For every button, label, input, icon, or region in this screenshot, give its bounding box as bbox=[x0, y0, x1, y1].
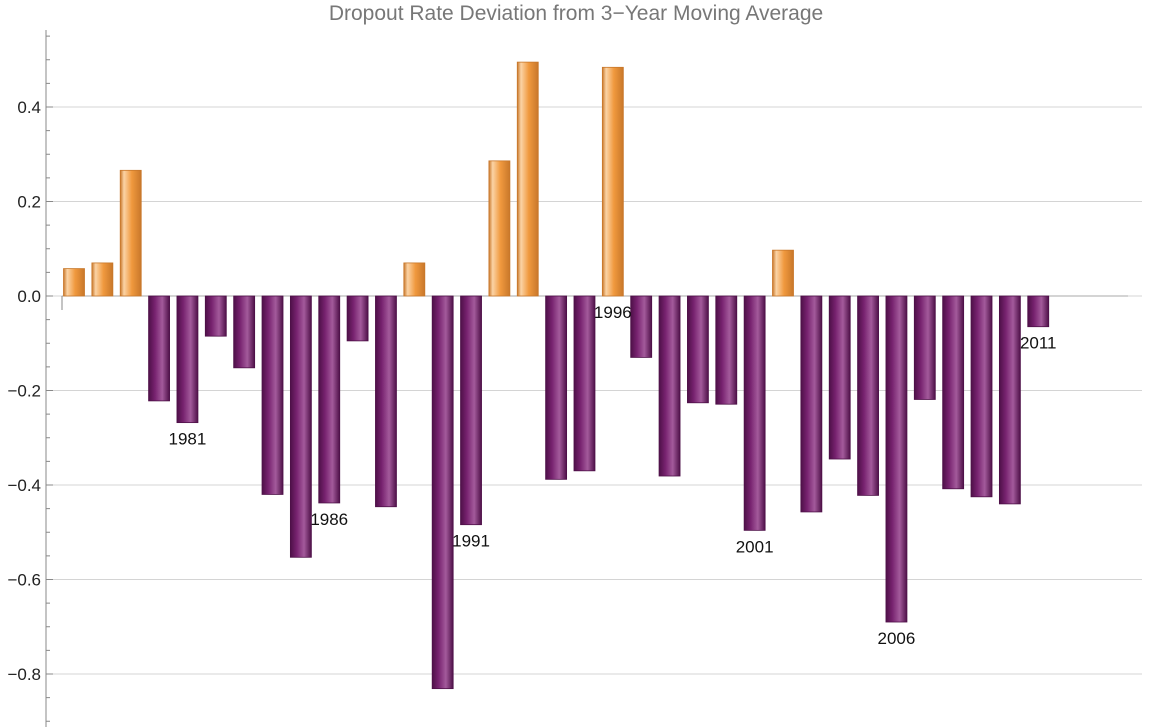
bar-negative bbox=[658, 295, 681, 477]
bar-positive bbox=[601, 66, 624, 297]
bar-negative bbox=[913, 295, 936, 400]
bar-negative bbox=[460, 295, 482, 526]
bar-negative bbox=[998, 295, 1021, 505]
y-tick-label: 0.0 bbox=[17, 287, 41, 306]
bar-negative bbox=[573, 295, 596, 472]
y-tick-label: −0.2 bbox=[7, 382, 41, 401]
bar-negative bbox=[148, 295, 170, 402]
bar-positive bbox=[63, 268, 85, 297]
year-label: 1996 bbox=[594, 303, 632, 322]
bar-positive bbox=[488, 160, 511, 297]
bar-negative bbox=[743, 295, 766, 531]
bar-negative bbox=[375, 295, 397, 508]
bar-negative bbox=[857, 295, 879, 496]
year-label: 1981 bbox=[169, 430, 207, 449]
bar-negative bbox=[1027, 295, 1050, 328]
year-label: 1991 bbox=[452, 532, 490, 551]
y-tick-label: −0.8 bbox=[7, 665, 41, 684]
bars bbox=[63, 61, 1050, 690]
bar-negative bbox=[431, 295, 454, 690]
bar-positive bbox=[772, 249, 794, 297]
chart-title: Dropout Rate Deviation from 3−Year Movin… bbox=[328, 2, 824, 25]
year-label: 2001 bbox=[736, 537, 774, 556]
bar-negative bbox=[233, 295, 256, 369]
bar-negative bbox=[942, 295, 965, 490]
bar-negative bbox=[289, 295, 312, 558]
bar-negative bbox=[545, 295, 568, 480]
y-tick-label: −0.4 bbox=[7, 476, 41, 495]
y-tick-label: 0.2 bbox=[17, 193, 41, 212]
bar-negative bbox=[828, 295, 851, 460]
year-label: 1986 bbox=[310, 510, 348, 529]
bar-negative bbox=[346, 295, 369, 342]
bar-negative bbox=[261, 295, 284, 495]
bar-negative bbox=[885, 295, 908, 623]
bar-negative bbox=[204, 295, 227, 337]
bar-negative bbox=[630, 295, 653, 358]
year-labels: 1981 1986 1991 1996 2001 2006 2011 bbox=[169, 303, 1057, 648]
bar-positive bbox=[91, 262, 114, 297]
bar-negative bbox=[800, 295, 823, 513]
bar-negative bbox=[970, 295, 993, 498]
bar-negative bbox=[318, 295, 341, 504]
bar-negative bbox=[176, 295, 199, 424]
bar-positive bbox=[119, 169, 142, 297]
year-label: 2006 bbox=[878, 629, 916, 648]
bar-negative bbox=[687, 295, 709, 404]
bar-positive bbox=[403, 262, 426, 297]
y-tick-label: 0.4 bbox=[17, 98, 41, 117]
bar-negative bbox=[715, 295, 738, 405]
bar-positive bbox=[516, 61, 539, 297]
year-label: 2011 bbox=[1020, 334, 1057, 353]
y-tick-label: −0.6 bbox=[7, 571, 41, 590]
